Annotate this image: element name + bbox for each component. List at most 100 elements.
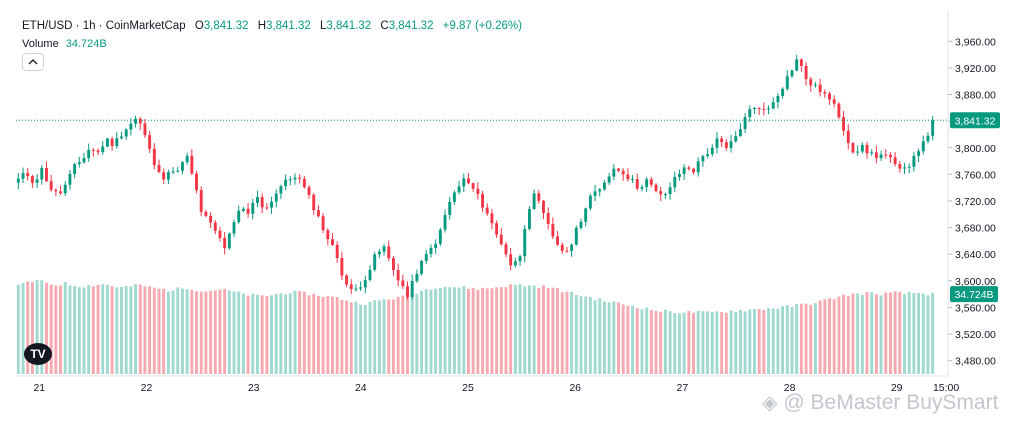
candle[interactable]	[148, 135, 152, 149]
candle[interactable]	[185, 155, 189, 163]
candle[interactable]	[59, 191, 62, 194]
candle[interactable]	[856, 151, 860, 153]
candle[interactable]	[68, 173, 72, 185]
candle[interactable]	[560, 244, 564, 251]
candle[interactable]	[410, 280, 414, 297]
candle[interactable]	[321, 216, 325, 231]
candle[interactable]	[270, 201, 273, 208]
candle[interactable]	[176, 170, 180, 172]
candle[interactable]	[195, 173, 198, 191]
candle[interactable]	[762, 108, 766, 110]
candle[interactable]	[462, 178, 466, 187]
candle[interactable]	[35, 179, 39, 183]
candle[interactable]	[504, 244, 508, 255]
candle[interactable]	[710, 147, 714, 155]
candle[interactable]	[889, 154, 892, 158]
candle[interactable]	[673, 176, 677, 188]
candle[interactable]	[312, 194, 316, 211]
candle[interactable]	[663, 194, 667, 196]
candle[interactable]	[870, 152, 874, 154]
candle[interactable]	[434, 243, 438, 248]
candle[interactable]	[481, 194, 484, 208]
candle[interactable]	[30, 176, 34, 183]
candle[interactable]	[776, 95, 780, 103]
candle[interactable]	[373, 254, 377, 270]
candle[interactable]	[879, 154, 883, 159]
candle[interactable]	[251, 202, 255, 214]
candle[interactable]	[307, 187, 311, 195]
candle[interactable]	[124, 129, 128, 137]
candle[interactable]	[213, 222, 217, 231]
candle[interactable]	[598, 189, 602, 192]
candle[interactable]	[884, 154, 888, 156]
candle[interactable]	[401, 280, 405, 287]
candle[interactable]	[860, 144, 864, 152]
candle[interactable]	[903, 167, 906, 169]
candle[interactable]	[584, 208, 588, 222]
candle[interactable]	[570, 244, 574, 252]
candle[interactable]	[645, 179, 649, 188]
candle[interactable]	[640, 187, 644, 189]
candle[interactable]	[729, 141, 733, 148]
candle[interactable]	[120, 136, 123, 139]
candle[interactable]	[331, 239, 334, 245]
candle[interactable]	[809, 79, 813, 86]
candle[interactable]	[110, 138, 114, 147]
candle[interactable]	[828, 93, 831, 100]
candle[interactable]	[907, 166, 911, 168]
candle[interactable]	[523, 228, 527, 257]
candle[interactable]	[509, 254, 513, 266]
candle[interactable]	[335, 244, 339, 259]
candle[interactable]	[391, 258, 395, 271]
candle[interactable]	[659, 191, 663, 195]
candle[interactable]	[846, 130, 850, 144]
candle[interactable]	[706, 154, 710, 157]
candle[interactable]	[429, 247, 433, 255]
candle[interactable]	[129, 123, 133, 130]
candle[interactable]	[438, 229, 442, 244]
candle[interactable]	[143, 123, 147, 136]
candle[interactable]	[326, 230, 330, 240]
candle[interactable]	[804, 65, 808, 80]
candle[interactable]	[382, 246, 386, 252]
candle[interactable]	[649, 179, 653, 185]
candle[interactable]	[396, 270, 400, 281]
symbol-title[interactable]: ETH/USD · 1h · CoinMarketCap	[22, 20, 186, 32]
candle[interactable]	[354, 288, 358, 290]
candle[interactable]	[865, 144, 869, 154]
candle[interactable]	[241, 208, 245, 211]
candle[interactable]	[467, 178, 470, 184]
candle[interactable]	[293, 177, 297, 180]
candle[interactable]	[452, 192, 456, 202]
candle[interactable]	[345, 275, 349, 285]
candle[interactable]	[246, 208, 250, 214]
candle[interactable]	[518, 256, 522, 262]
candle[interactable]	[738, 129, 742, 137]
candle[interactable]	[607, 176, 611, 183]
candle[interactable]	[302, 178, 306, 188]
candle[interactable]	[420, 260, 424, 274]
candle[interactable]	[218, 230, 222, 238]
candle[interactable]	[87, 149, 91, 159]
candle[interactable]	[288, 179, 292, 181]
candle[interactable]	[349, 284, 353, 290]
collapse-legend-button[interactable]	[22, 53, 44, 71]
candle[interactable]	[813, 84, 817, 86]
candle[interactable]	[617, 168, 620, 171]
candle[interactable]	[166, 172, 170, 180]
candle[interactable]	[316, 210, 320, 217]
candle[interactable]	[631, 179, 635, 181]
candle[interactable]	[556, 236, 560, 245]
candle[interactable]	[256, 197, 259, 203]
candle[interactable]	[668, 187, 672, 195]
candle[interactable]	[448, 201, 452, 215]
candle[interactable]	[832, 99, 836, 104]
candle[interactable]	[21, 173, 25, 179]
candle[interactable]	[490, 213, 494, 224]
candle[interactable]	[363, 279, 367, 288]
candle[interactable]	[181, 162, 184, 171]
candle[interactable]	[593, 191, 597, 196]
candle[interactable]	[485, 207, 489, 214]
candle[interactable]	[204, 211, 208, 216]
